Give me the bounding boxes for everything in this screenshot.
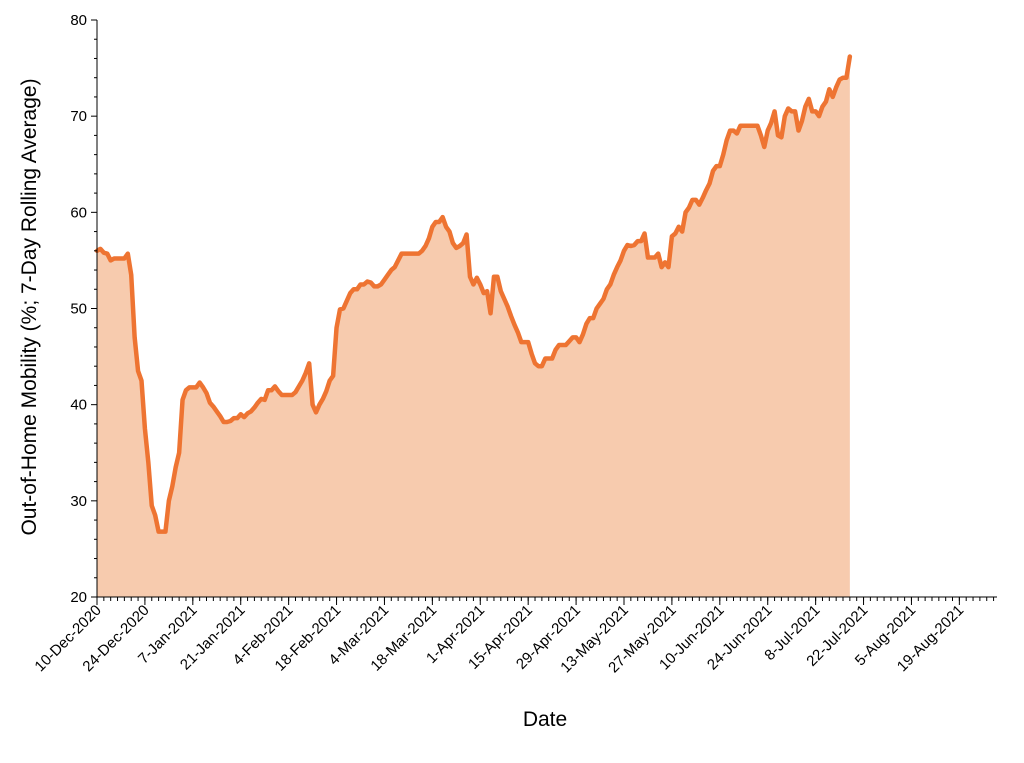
axes [91,19,997,605]
series-area-fill [97,56,850,598]
y-tick-label: 30 [70,493,87,510]
y-axis-title: Out-of-Home Mobility (%; 7-Day Rolling A… [18,78,41,535]
y-tick-label: 50 [70,301,87,318]
y-tick-label: 80 [70,12,87,29]
y-tick-label: 20 [70,589,87,606]
series-line [94,54,853,534]
x-axis-title: Date [523,708,567,731]
area-layer [94,54,853,598]
y-tick-label: 40 [70,397,87,414]
y-tick-label: 70 [70,108,87,125]
y-tick-label: 60 [70,204,87,221]
